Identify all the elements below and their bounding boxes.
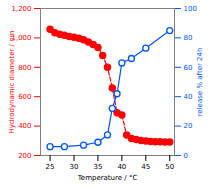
svg-text:Hydrodynamic diameter / nm: Hydrodynamic diameter / nm [8, 30, 16, 133]
svg-text:60: 60 [184, 64, 193, 72]
svg-text:50: 50 [165, 163, 174, 171]
svg-text:30: 30 [70, 163, 79, 171]
svg-text:release % after 24h: release % after 24h [196, 48, 204, 117]
svg-text:200: 200 [18, 152, 31, 160]
svg-text:20: 20 [184, 122, 193, 130]
svg-text:1,000: 1,000 [11, 34, 32, 43]
svg-text:45: 45 [141, 163, 150, 171]
svg-text:800: 800 [18, 64, 31, 72]
svg-text:600: 600 [18, 93, 31, 101]
svg-text:80: 80 [184, 34, 193, 42]
svg-text:400: 400 [18, 122, 31, 130]
svg-text:1,200: 1,200 [11, 5, 31, 13]
svg-text:35: 35 [93, 163, 102, 171]
svg-text:40: 40 [184, 93, 193, 101]
svg-text:100: 100 [184, 5, 197, 13]
svg-text:40: 40 [117, 163, 126, 171]
svg-text:Temperature / °C: Temperature / °C [77, 174, 138, 182]
svg-text:25: 25 [46, 163, 55, 171]
svg-text:0: 0 [184, 152, 188, 160]
